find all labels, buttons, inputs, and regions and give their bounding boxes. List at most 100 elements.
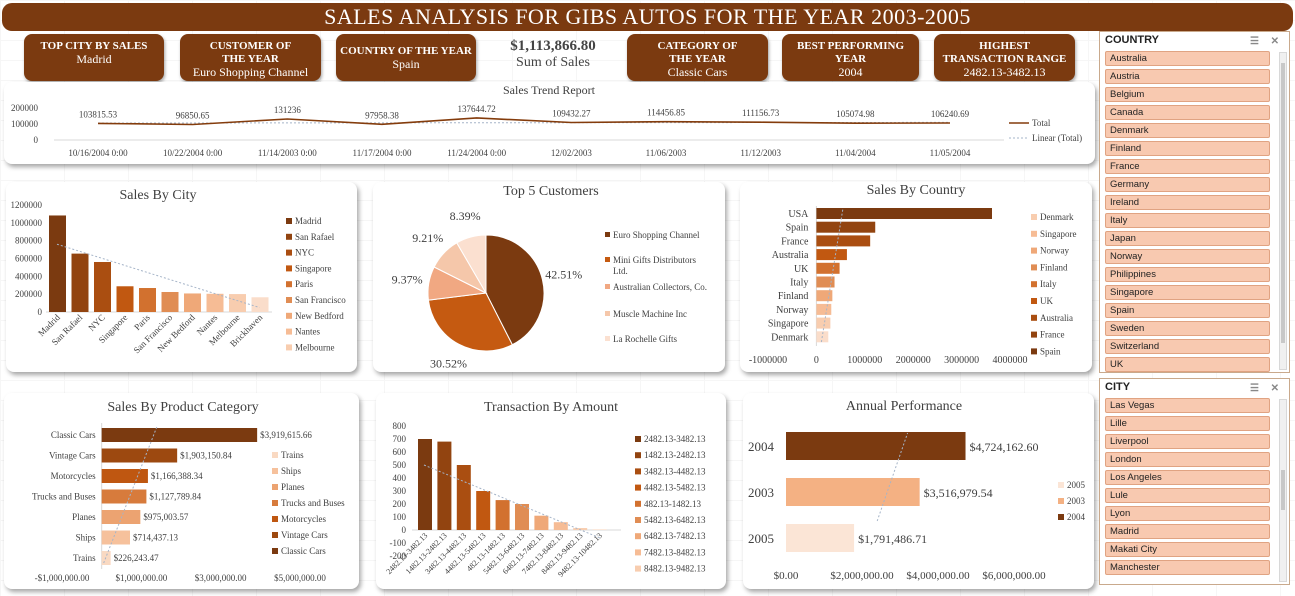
- y-tick-label: UK: [794, 264, 809, 275]
- legend-1-swatch: [1031, 230, 1037, 237]
- bar-vintage-cars: [101, 448, 178, 463]
- legend-3-swatch: [635, 484, 641, 491]
- legend-7-label: 7482.13-8482.13: [644, 547, 706, 557]
- y-tick-label: -100: [390, 538, 407, 548]
- y-tick-label: Vintage Cars: [49, 451, 96, 461]
- legend-1-swatch: [605, 257, 610, 262]
- country-slicer-item[interactable]: Singapore: [1105, 285, 1270, 300]
- city-slicer-item[interactable]: Madrid: [1105, 524, 1270, 539]
- clear-filter-icon[interactable]: ✕: [1270, 36, 1279, 47]
- bar-uk: [816, 262, 840, 274]
- city-slicer-item[interactable]: Liverpool: [1105, 434, 1270, 449]
- country-slicer-item[interactable]: Austria: [1105, 69, 1270, 84]
- city-slicer-item[interactable]: Los Angeles: [1105, 470, 1270, 485]
- country-slicer-item[interactable]: UK: [1105, 357, 1270, 372]
- country-slicer-item[interactable]: Sweden: [1105, 321, 1270, 336]
- transaction-by-amount-svg: Transaction By Amount 800 700 600 500 400 300 2…: [384, 400, 706, 579]
- data-label: 114456.85: [647, 108, 685, 118]
- bar-range-2: [456, 465, 471, 530]
- bar-range-6: [534, 515, 549, 530]
- country-slicer-item[interactable]: Norway: [1105, 249, 1270, 264]
- city-slicer-header: CITY ☰ ✕: [1100, 379, 1289, 396]
- legend-1-label: Singapore: [1040, 229, 1077, 239]
- country-slicer-item[interactable]: Japan: [1105, 231, 1270, 246]
- clear-filter-icon[interactable]: ✕: [1270, 383, 1279, 394]
- multi-select-icon[interactable]: ☰: [1250, 36, 1259, 47]
- city-slicer-scrollbar[interactable]: [1279, 399, 1287, 582]
- legend-5-swatch: [286, 297, 292, 303]
- y-tick-label: Trains: [73, 553, 96, 563]
- legend-trend-label: Linear (Total): [1032, 133, 1082, 143]
- data-label: 131236: [274, 105, 302, 115]
- x-tick-label: -$1,000,000.00: [35, 573, 90, 583]
- legend-6-label: 6482.13-7482.13: [644, 531, 706, 541]
- city-slicer-item[interactable]: Lille: [1105, 416, 1270, 431]
- legend-6-swatch: [1031, 314, 1037, 321]
- x-tick-label: 11/06/2003: [646, 148, 687, 158]
- country-slicer-scrollbar[interactable]: [1279, 52, 1287, 370]
- legend-2-swatch: [286, 249, 292, 256]
- pie-data-label: 30.52%: [430, 357, 467, 371]
- legend-8-swatch: [1031, 348, 1037, 355]
- x-tick-label: 11/04/2004: [835, 148, 876, 158]
- y-tick-label: Australia: [772, 250, 809, 261]
- legend-1-label-cont: Ltd.: [613, 266, 628, 276]
- country-slicer-item[interactable]: France: [1105, 159, 1270, 174]
- x-tick-label: 4000000: [993, 355, 1028, 366]
- y-tick-label: 700: [393, 434, 407, 444]
- legend-2-swatch: [605, 284, 610, 289]
- legend-4-swatch: [286, 281, 292, 288]
- kpi-customer-of-year: CUSTOMER OF THE YEAR Euro Shopping Chann…: [180, 34, 321, 81]
- y-tick-label: Spain: [786, 223, 809, 234]
- country-slicer-item[interactable]: Finland: [1105, 141, 1270, 156]
- kpi-best-year: BEST PERFORMING YEAR 2004: [782, 34, 919, 81]
- scrollbar-thumb[interactable]: [1281, 470, 1285, 510]
- legend-0-label: 2482.13-3482.13: [644, 434, 706, 444]
- legend-3-swatch: [286, 265, 292, 272]
- city-slicer-item[interactable]: Lyon: [1105, 506, 1270, 521]
- country-slicer-item[interactable]: Canada: [1105, 105, 1270, 120]
- data-label: $3,919,615.66: [260, 430, 312, 440]
- series-line-total: [97, 117, 951, 126]
- data-label: 106240.69: [931, 109, 970, 119]
- x-tick-label: 10/22/2004 0:00: [163, 148, 223, 158]
- city-slicer-item[interactable]: Manchester: [1105, 560, 1270, 575]
- city-slicer-item[interactable]: Las Vegas: [1105, 398, 1270, 413]
- bar-new-bedford: [184, 293, 201, 312]
- city-slicer-item[interactable]: Makati City: [1105, 542, 1270, 557]
- legend-2-swatch: [272, 484, 278, 490]
- country-slicer-item[interactable]: Germany: [1105, 177, 1270, 192]
- legend-4-swatch: [605, 336, 610, 341]
- country-slicer-item[interactable]: Italy: [1105, 213, 1270, 228]
- country-slicer-item[interactable]: Philippines: [1105, 267, 1270, 282]
- bar-range-9: [592, 529, 607, 530]
- bar-year-2004: [786, 432, 966, 460]
- country-slicer-item[interactable]: Denmark: [1105, 123, 1270, 138]
- y-tick-label: 600: [393, 447, 407, 457]
- data-label: 103815.53: [79, 109, 118, 119]
- country-slicer-item[interactable]: Switzerland: [1105, 339, 1270, 354]
- legend-4-swatch: [635, 500, 641, 507]
- country-slicer-item[interactable]: Belgium: [1105, 87, 1270, 102]
- trendline: [876, 432, 909, 522]
- y-tick-label: Motorcycles: [51, 471, 96, 481]
- multi-select-icon[interactable]: ☰: [1250, 383, 1259, 394]
- bar-singapore: [116, 286, 134, 312]
- y-tick-label: 400: [393, 473, 407, 483]
- scrollbar-thumb[interactable]: [1281, 63, 1285, 343]
- country-slicer-item[interactable]: Spain: [1105, 303, 1270, 318]
- data-label: 105074.98: [836, 109, 875, 119]
- data-label: $226,243.47: [114, 553, 160, 563]
- country-slicer-item[interactable]: Ireland: [1105, 195, 1270, 210]
- city-slicer-item[interactable]: Lule: [1105, 488, 1270, 503]
- legend-1-label: Mini Gifts Distributors: [613, 255, 697, 265]
- y-tick-label: 1000000: [11, 218, 43, 228]
- y-tick-label: 0: [34, 135, 39, 145]
- top-customers-chart: Top 5 Customers 42.51% 30.52% 9.37% 9.21% 8.3…: [373, 182, 725, 372]
- city-slicer-item[interactable]: London: [1105, 452, 1270, 467]
- sales-trend-svg: Sales Trend Report 200000 100000 0 103815.53…: [11, 83, 1082, 158]
- legend-1-label: San Rafael: [295, 232, 335, 242]
- country-slicer-item[interactable]: Australia: [1105, 51, 1270, 66]
- legend-1-label: Ships: [281, 466, 302, 476]
- bar-trucks-and-buses: [101, 489, 147, 504]
